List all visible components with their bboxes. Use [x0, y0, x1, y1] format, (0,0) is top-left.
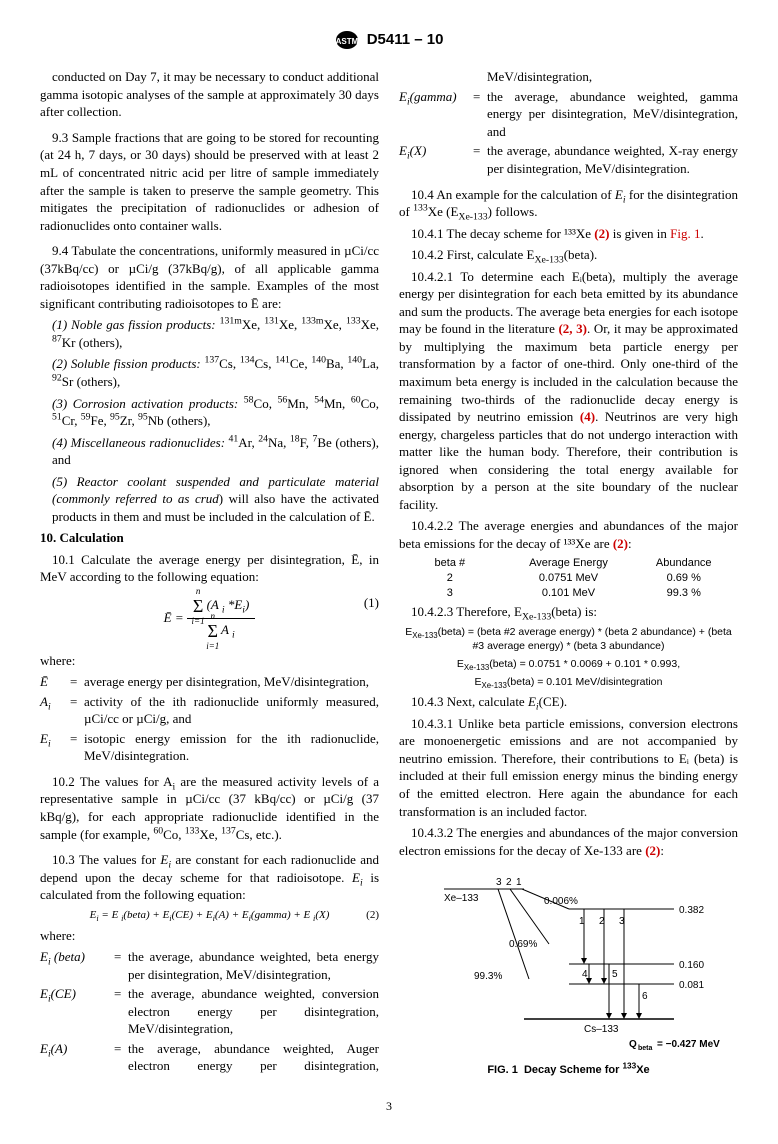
sec-10-4-3-1: 10.4.3.1 Unlike beta particle emissions,…: [399, 715, 738, 820]
sec-10-4-1: 10.4.1 The decay scheme for ¹³³Xe (2) is…: [399, 225, 738, 243]
svg-text:1: 1: [516, 877, 522, 888]
def-Ai: Ai=activity of the ith radionuclide unif…: [40, 693, 379, 728]
sec-10-3: 10.3 The values for Ei are constant for …: [40, 851, 379, 904]
figure-1-caption: FIG. 1 Decay Scheme for 133Xe: [399, 1063, 738, 1078]
svg-text:2: 2: [599, 916, 605, 927]
def-Ei: Ei=isotopic energy emission for the ith …: [40, 730, 379, 765]
svg-text:2: 2: [506, 877, 512, 888]
calc-line-3: EXe-133(beta) = 0.101 MeV/disintegration: [399, 675, 738, 689]
designation: D5411 – 10: [367, 31, 444, 48]
sec-10-2: 10.2 The values for Ai are the measured …: [40, 773, 379, 843]
svg-text:3: 3: [496, 877, 502, 888]
list-5: (5) Reactor coolant suspended and partic…: [40, 473, 379, 526]
def-Ebar: Ē=average energy per disintegration, MeV…: [40, 673, 379, 691]
body-columns: conducted on Day 7, it may be necessary …: [40, 68, 738, 1078]
def-Ei-beta: Ei (beta)=the average, abundance weighte…: [40, 948, 379, 983]
svg-text:6: 6: [642, 991, 648, 1002]
where-1: where:: [40, 652, 379, 670]
list-4: (4) Miscellaneous radionuclides: 41Ar, 2…: [40, 434, 379, 469]
svg-text:3: 3: [619, 916, 625, 927]
sec-10-4-2-1: 10.4.2.1 To determine each Eᵢ(beta), mul…: [399, 268, 738, 514]
beta-table: beta #Average EnergyAbundance 20.0751 Me…: [399, 556, 738, 601]
def-Ei-X: Ei(X)=the average, abundance weighted, X…: [399, 142, 738, 177]
sec-10-4-3-2: 10.4.3.2 The energies and abundances of …: [399, 824, 738, 859]
sec-10-4-2-3: 10.4.2.3 Therefore, EXe-133(beta) is:: [399, 603, 738, 621]
svg-text:0.006%: 0.006%: [544, 896, 578, 907]
svg-text:0.081: 0.081: [679, 980, 704, 991]
sec-9-4: 9.4 Tabulate the concentrations, uniform…: [40, 242, 379, 312]
list-1: (1) Noble gas fission products: 131mXe, …: [40, 316, 379, 351]
equation-2: Ei = E i(beta) + Ei(CE) + Ei(A) + Ei(gam…: [40, 908, 379, 923]
list-2: (2) Soluble fission products: 137Cs, 134…: [40, 355, 379, 390]
svg-text:1: 1: [579, 916, 585, 927]
svg-text:0.382: 0.382: [679, 905, 704, 916]
fig-xe-label: Xe–133: [444, 893, 479, 904]
figure-1: Xe–133 321 0.006% 0.69% 99.3% 0.382 0.16…: [399, 869, 738, 1078]
page-number: 3: [40, 1098, 738, 1114]
list-3: (3) Corrosion activation products: 58Co,…: [40, 395, 379, 430]
svg-text:ASTM: ASTM: [335, 37, 358, 46]
svg-text:Cs–133: Cs–133: [584, 1024, 619, 1035]
sec-10-4-2-2: 10.4.2.2 The average energies and abunda…: [399, 517, 738, 552]
page-header: ASTM D5411 – 10: [40, 30, 738, 50]
sec-10-head: 10. Calculation: [40, 529, 379, 547]
calc-line-1: EXe-133(beta) = (beta #2 average energy)…: [399, 625, 738, 653]
sec-10-1: 10.1 Calculate the average energy per di…: [40, 551, 379, 586]
svg-text:4: 4: [582, 969, 588, 980]
sec-10-4-3: 10.4.3 Next, calculate Ei(CE).: [399, 693, 738, 711]
equation-1: Ē = Σni=1 (A i *Ei) Σni=1 A i (1): [40, 594, 379, 644]
sec-10-4-2: 10.4.2 First, calculate EXe-133(beta).: [399, 246, 738, 264]
svg-text:5: 5: [612, 969, 618, 980]
sec-9-3: 9.3 Sample fractions that are going to b…: [40, 129, 379, 234]
svg-text:beta: beta: [638, 1045, 653, 1052]
svg-text:0.69%: 0.69%: [509, 939, 537, 950]
def-Ei-gamma: Ei(gamma)=the average, abundance weighte…: [399, 88, 738, 141]
svg-text:99.3%: 99.3%: [474, 971, 502, 982]
sec-10-4: 10.4 An example for the calculation of E…: [399, 186, 738, 221]
para-day7: conducted on Day 7, it may be necessary …: [40, 68, 379, 121]
calc-line-2: EXe-133(beta) = 0.0751 * 0.0069 + 0.101 …: [399, 657, 738, 671]
astm-logo: ASTM: [335, 30, 359, 50]
where-2: where:: [40, 927, 379, 945]
def-Ei-CE: Ei(CE)=the average, abundance weighted, …: [40, 985, 379, 1038]
svg-text:0.160: 0.160: [679, 960, 704, 971]
